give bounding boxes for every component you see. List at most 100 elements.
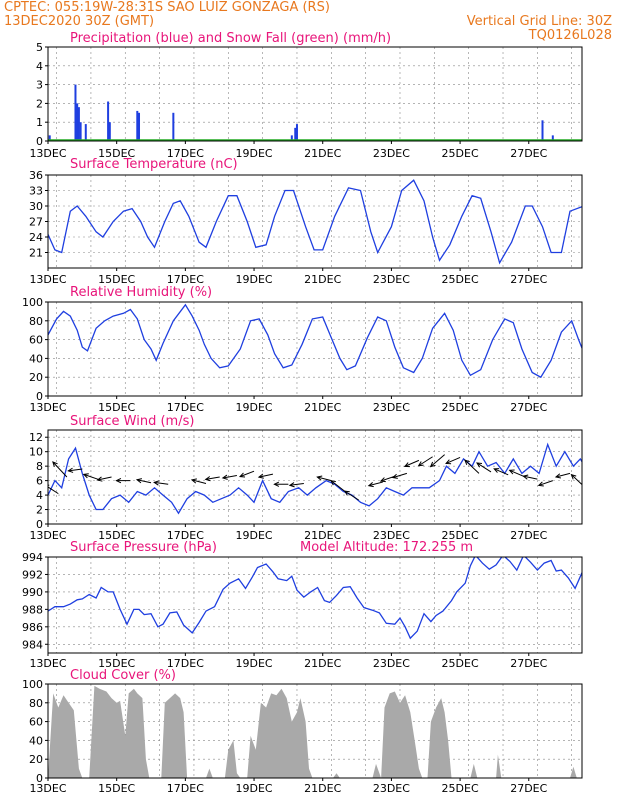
- wind-arrow: [205, 476, 220, 480]
- wind-arrow: [52, 461, 68, 478]
- x-tick-label: 19DEC: [235, 273, 272, 286]
- plot-border: [47, 556, 583, 654]
- cloud-area: [48, 685, 582, 778]
- wind-arrow: [68, 468, 83, 472]
- wind-arrow-head: [288, 482, 295, 488]
- wind-arrow: [154, 481, 169, 485]
- wind-arrow: [476, 462, 492, 473]
- wind-arrow-head: [417, 461, 424, 467]
- y-tick-label: 20: [29, 753, 43, 766]
- x-tick-label: 27DEC: [510, 657, 547, 670]
- wind-arrow-head: [153, 480, 160, 486]
- y-tick-label: 4: [36, 60, 43, 73]
- x-tick-label: 13DEC: [29, 529, 66, 542]
- wind-arrow-head: [537, 481, 544, 487]
- x-tick-label: 19DEC: [235, 529, 272, 542]
- x-tick-label: 19DEC: [235, 657, 272, 670]
- plot-frame: [47, 556, 583, 654]
- x-tick-label: 21DEC: [304, 529, 341, 542]
- x-tick-label: 13DEC: [29, 782, 66, 795]
- series-line: [48, 179, 582, 265]
- y-tick-label: 80: [29, 315, 43, 328]
- plot-border: [47, 683, 583, 779]
- y-tick-label: 10: [29, 446, 43, 459]
- x-tick-label: 27DEC: [510, 401, 547, 414]
- wind-arrow: [430, 454, 445, 467]
- y-tick-label: 40: [29, 352, 43, 365]
- wind-arrow: [97, 476, 112, 481]
- y-tick-label: 60: [29, 334, 43, 347]
- y-tick-label: 2: [36, 504, 43, 517]
- x-tick-label: 15DEC: [98, 273, 135, 286]
- wind-arrow: [571, 474, 582, 486]
- plot-border: [47, 429, 583, 525]
- y-tick-label: 33: [29, 185, 43, 198]
- wind-arrow: [289, 483, 304, 486]
- y-tick-label: 100: [22, 296, 43, 309]
- x-tick-label: 27DEC: [510, 782, 547, 795]
- x-tick-label: 27DEC: [510, 273, 547, 286]
- wind-arrow-head: [330, 479, 337, 486]
- wind-arrow-head: [204, 476, 211, 482]
- wind-arrow-head: [82, 473, 89, 479]
- x-tick-label: 21DEC: [304, 273, 341, 286]
- x-tick-label: 21DEC: [304, 401, 341, 414]
- wind-arrow: [587, 476, 601, 491]
- wind-arrow-head: [391, 473, 398, 479]
- wind-arrow-head: [445, 459, 452, 465]
- plot-border: [47, 174, 583, 269]
- panel-title: Surface Wind (m/s): [70, 414, 194, 429]
- y-tick-label: 0: [36, 390, 43, 403]
- plot-border: [47, 46, 583, 142]
- x-tick-label: 17DEC: [167, 529, 204, 542]
- precip-bar: [136, 110, 139, 141]
- precip-bar: [108, 122, 111, 141]
- wind-arrow-head: [464, 459, 470, 466]
- x-tick-label: 13DEC: [29, 147, 66, 160]
- x-tick-label: 17DEC: [167, 147, 204, 160]
- y-tick-label: 988: [22, 603, 43, 616]
- wind-arrow: [222, 475, 237, 479]
- wind-arrow-head: [601, 485, 606, 490]
- panel-title: Surface Temperature (nC): [70, 157, 238, 172]
- wind-arrow-head: [554, 473, 561, 479]
- wind-arrow-head: [316, 475, 323, 481]
- wind-arrow: [464, 459, 480, 474]
- plot-frame: [47, 301, 583, 397]
- x-tick-label: 23DEC: [373, 657, 410, 670]
- wind-arrow-head: [96, 476, 103, 482]
- x-tick-label: 13DEC: [29, 657, 66, 670]
- precip-bar: [77, 107, 80, 141]
- y-tick-label: 0: [36, 772, 43, 785]
- wind-arrow-head: [379, 477, 386, 483]
- series-line: [48, 557, 582, 640]
- y-tick-label: 1: [36, 116, 43, 129]
- wind-arrow-head: [522, 474, 529, 480]
- x-tick-label: 25DEC: [442, 529, 479, 542]
- y-tick-label: 21: [29, 247, 43, 260]
- x-tick-label: 13DEC: [29, 273, 66, 286]
- y-tick-label: 994: [22, 551, 43, 564]
- series-line: [48, 303, 582, 379]
- y-tick-label: 3: [36, 79, 43, 92]
- y-tick-label: 40: [29, 734, 43, 747]
- wind-arrow: [538, 480, 553, 486]
- series-line: [48, 442, 582, 515]
- panel-rh: 0 20 40 60 80 100 13DEC 15DEC 17DEC 19DEC 21DEC 23D…: [22, 285, 583, 414]
- x-tick-label: 17DEC: [167, 401, 204, 414]
- plot-border: [47, 301, 583, 397]
- x-tick-label: 21DEC: [304, 147, 341, 160]
- precip-bar: [74, 84, 77, 141]
- wind-arrow-head: [367, 482, 374, 488]
- y-tick-label: 36: [29, 169, 43, 182]
- wind-arrow: [344, 490, 360, 501]
- panel-title: Cloud Cover (%): [70, 668, 176, 683]
- wind-arrow: [445, 457, 461, 464]
- wind-arrow-head: [67, 467, 74, 473]
- y-tick-label: 80: [29, 697, 43, 710]
- x-tick-label: 23DEC: [373, 147, 410, 160]
- wind-arrow: [330, 480, 346, 492]
- precip-bar: [48, 135, 51, 141]
- wind-arrow: [368, 481, 383, 487]
